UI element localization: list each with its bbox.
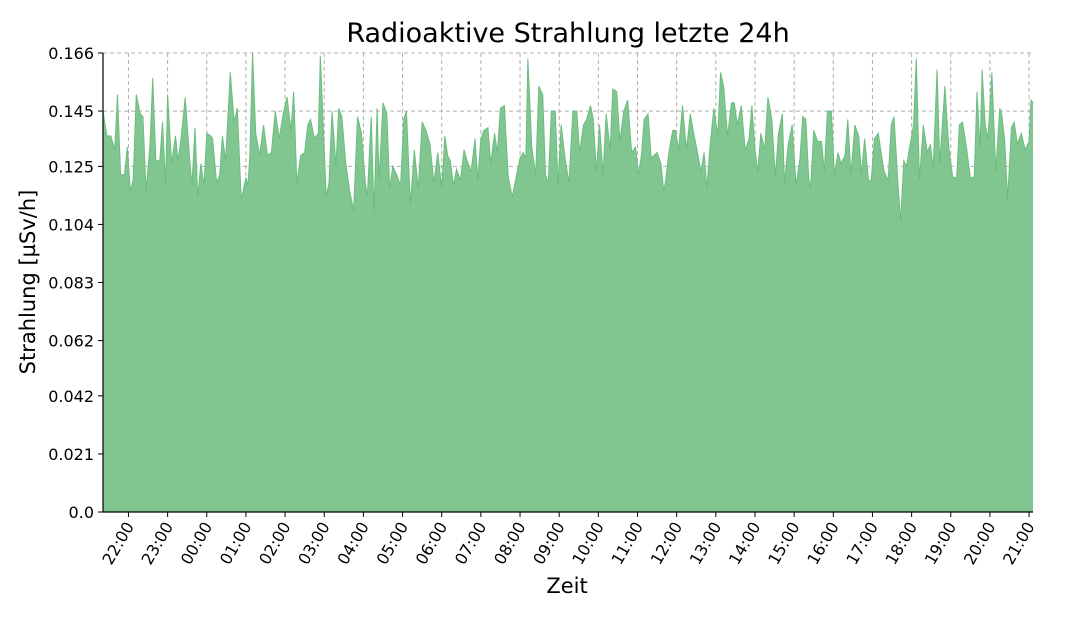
x-tick-label: 09:00	[529, 519, 569, 568]
radiation-line	[102, 52, 1034, 222]
x-tick-label: 15:00	[764, 519, 804, 568]
x-tick-label: 01:00	[216, 519, 256, 568]
y-tick-label: 0.125	[48, 157, 94, 176]
x-tick-label: 18:00	[882, 519, 922, 568]
x-tick-label: 06:00	[412, 519, 452, 568]
x-tick-label: 05:00	[373, 519, 413, 568]
radiation-area	[103, 53, 1033, 512]
x-tick-label: 14:00	[725, 519, 765, 568]
x-tick-label: 21:00	[999, 519, 1039, 568]
y-tick-label: 0.083	[48, 274, 94, 293]
y-tick-label: 0.021	[48, 445, 94, 464]
x-tick-label: 20:00	[960, 519, 1000, 568]
y-tick-label: 0.145	[48, 102, 94, 121]
x-tick-label: 12:00	[647, 519, 687, 568]
y-tick-label: 0.0	[69, 503, 94, 522]
x-tick-label: 16:00	[803, 519, 843, 568]
x-tick-label: 03:00	[294, 519, 334, 568]
x-tick-label: 08:00	[490, 519, 530, 568]
x-tick-label: 23:00	[138, 519, 178, 568]
chart-title: Radioaktive Strahlung letzte 24h	[346, 18, 789, 49]
x-tick-label: 17:00	[842, 519, 882, 568]
x-tick-label: 19:00	[921, 519, 961, 568]
plot-area	[102, 52, 1034, 512]
x-tick-label: 00:00	[177, 519, 217, 568]
y-axis-label: Strahlung [µSv/h]	[16, 190, 40, 375]
x-tick-label: 02:00	[255, 519, 295, 568]
y-tick-label: 0.104	[48, 215, 94, 234]
x-tick-label: 07:00	[451, 519, 491, 568]
y-tick-label: 0.062	[48, 332, 94, 351]
x-tick-label: 22:00	[98, 519, 138, 568]
x-axis-label: Zeit	[546, 574, 587, 598]
y-tick-label: 0.042	[48, 387, 94, 406]
x-tick-label: 10:00	[568, 519, 608, 568]
x-tick-label: 04:00	[333, 519, 373, 568]
x-tick-label: 11:00	[607, 519, 647, 568]
x-tick-label: 13:00	[686, 519, 726, 568]
y-tick-label: 0.166	[48, 44, 94, 63]
